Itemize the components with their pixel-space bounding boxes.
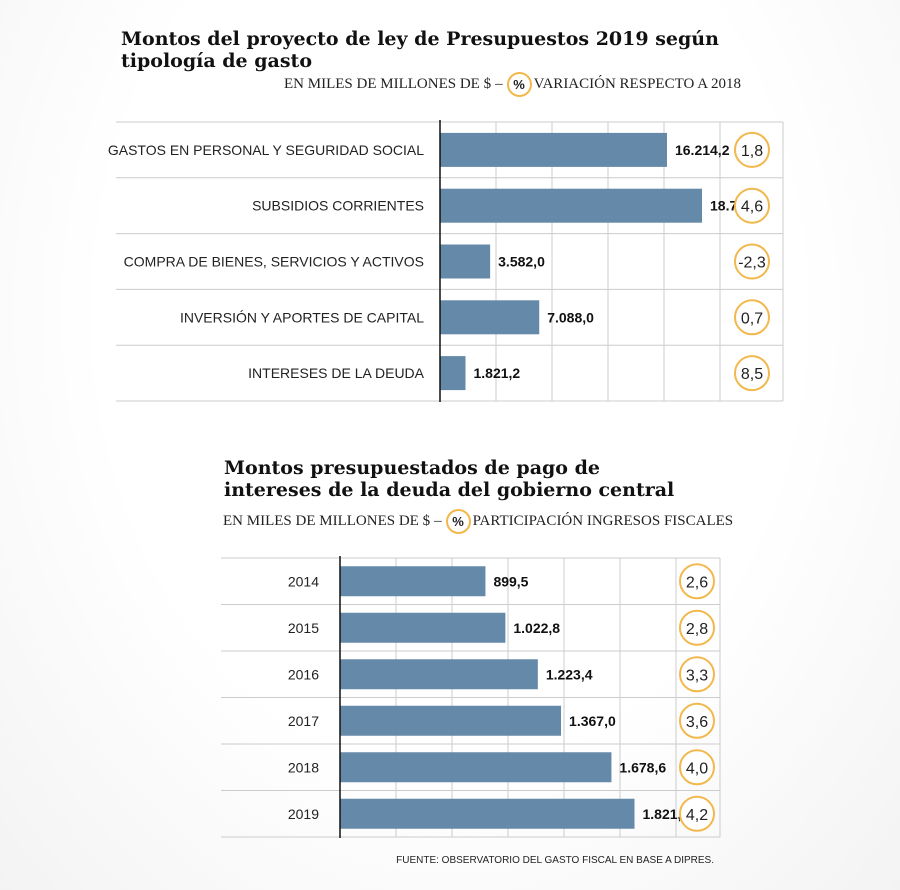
pct-badge-label: 4,0 [686,760,708,777]
pct-badge-label: 3,6 [686,714,708,731]
pct-badge [679,563,715,600]
pct-badge [679,749,715,786]
category-label: COMPRA DE BIENES, SERVICIOS Y ACTIVOS [124,254,424,270]
bar [440,356,466,391]
chart-gasto-tipologia: Montos del proyecto de ley de Presupuest… [0,0,900,410]
pct-badge-label: 4,6 [741,199,763,216]
chart1-subtitle: EN MILES DE MILLONES DE $ – % VARIACIÓN … [284,72,741,97]
pct-badge [679,609,715,646]
value-label: 1.022,8 [513,620,560,636]
chart2-title: Montos presupuestados de pago de interes… [224,457,675,501]
value-label: 1.367,0 [569,713,616,729]
chart1-pct-label: VARIACIÓN RESPECTO A 2018 [533,76,741,92]
pct-badge [734,299,770,336]
chart1-plot: GASTOS EN PERSONAL Y SEGURIDAD SOCIAL 16.… [108,120,784,402]
bar [340,612,506,643]
percent-icon: % [445,509,471,534]
value-label: 7.088,0 [547,309,594,325]
chart2-subtitle: EN MILES DE MILLONES DE $ – % PARTICIPAC… [223,509,733,534]
bar [340,798,635,829]
pct-badge [679,656,715,693]
pct-badge-label: 1,8 [741,143,763,160]
value-label: 1.821,2 [473,365,520,381]
bar [440,300,540,335]
bar [440,188,703,223]
source-note: FUENTE: OBSERVATORIO DEL GASTO FISCAL EN… [396,855,714,866]
bar [340,566,486,597]
value-label: 16.214,2 [675,142,730,158]
category-label: 2017 [288,713,319,729]
chart1-unit-label: EN MILES DE MILLONES DE $ [284,76,492,92]
pct-badge-label: 2,6 [686,574,708,591]
pct-badge-label: 2,8 [686,621,708,638]
bar [440,244,491,279]
pct-badge-label: 3,3 [686,667,708,684]
category-label: SUBSIDIOS CORRIENTES [252,198,424,214]
percent-icon: % [506,72,532,97]
pct-badge-label: 0,7 [741,310,763,327]
pct-badge [734,187,770,224]
value-label: 1.678,6 [619,759,666,775]
category-label: 2018 [288,759,319,775]
pct-badge [679,702,715,739]
pct-badge [734,355,770,392]
pct-badge-label: 8,5 [741,366,763,383]
pct-badge [734,131,770,168]
category-label: 2014 [288,573,319,589]
chart2-unit-label: EN MILES DE MILLONES DE $ [223,513,431,529]
bar [340,752,612,783]
category-label: INVERSIÓN Y APORTES DE CAPITAL [180,309,424,325]
value-label: 1.821,2 [642,806,689,822]
category-label: 2016 [288,666,319,682]
pct-badge [734,243,770,280]
pct-badge-label: 4,2 [686,807,708,824]
bar [340,659,538,690]
bar [340,705,562,736]
category-label: GASTOS EN PERSONAL Y SEGURIDAD SOCIAL [108,142,424,158]
category-label: 2015 [288,620,319,636]
pct-badge-label: -2,3 [738,255,766,272]
category-label: INTERESES DE LA DEUDA [248,365,424,381]
chart2-pct-label: PARTICIPACIÓN INGRESOS FISCALES [472,513,734,529]
category-label: 2019 [288,806,319,822]
value-label: 3.582,0 [498,254,545,270]
bar [440,132,667,167]
value-label: 899,5 [493,573,528,589]
value-label: 1.223,4 [546,666,593,682]
chart1-title: Montos del proyecto de ley de Presupuest… [121,28,719,72]
pct-badge [679,795,715,832]
